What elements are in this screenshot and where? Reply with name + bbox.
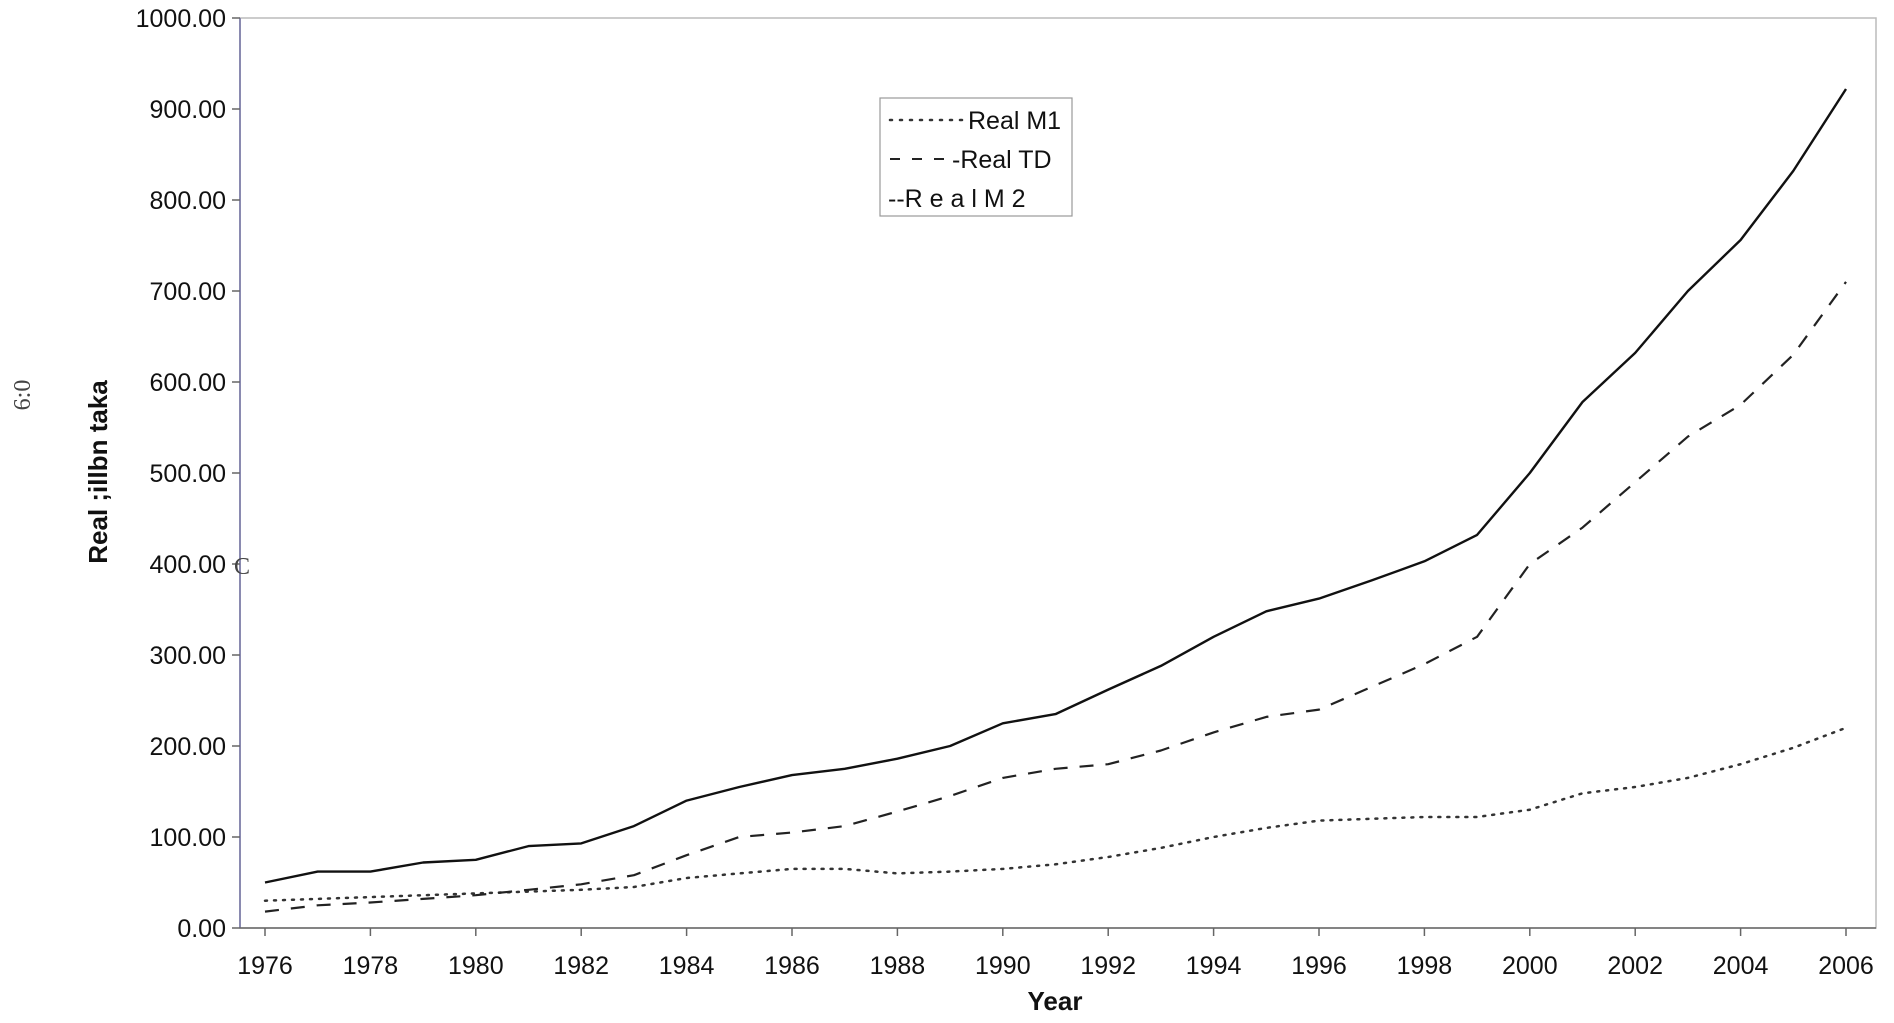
legend-box xyxy=(879,97,1073,217)
y-tick-label: 300.00 xyxy=(150,642,226,670)
x-tick-label: 1998 xyxy=(1397,952,1453,980)
y-ticks: 0.00 100.00 200.00 300.00 400.00 500.00 600.00… xyxy=(136,5,240,943)
legend-label-m2: --R e a l M 2 xyxy=(888,185,1026,213)
x-tick-label: 1994 xyxy=(1186,952,1242,980)
x-tick-label: 2000 xyxy=(1502,952,1558,980)
y-tick-label: 0.00 xyxy=(177,915,226,943)
x-tick-label: 1992 xyxy=(1080,952,1136,980)
legend-label-m1: Real M1 xyxy=(968,107,1061,135)
x-tick-label: 2004 xyxy=(1713,952,1769,980)
x-tick-label: 1996 xyxy=(1291,952,1347,980)
legend: Real M1 -Real TD --R e a l M 2 xyxy=(879,97,1073,217)
y-tick-label: 800.00 xyxy=(150,187,226,215)
margin-mark: 6:0 xyxy=(10,380,36,411)
y-tick-label: 200.00 xyxy=(150,733,226,761)
series-line-real-m1 xyxy=(263,726,1848,902)
y-tick-label: 100.00 xyxy=(150,824,226,852)
axis-mark: C xyxy=(234,554,250,580)
legend-label-td: -Real TD xyxy=(952,146,1052,174)
series-layer xyxy=(263,88,1848,913)
y-tick-label: 1000.00 xyxy=(136,5,226,33)
x-tick-label: 1986 xyxy=(764,952,820,980)
y-tick-label: 400.00 xyxy=(150,551,226,579)
x-tick-label: 1990 xyxy=(975,952,1031,980)
x-tick-label: 2002 xyxy=(1607,952,1663,980)
x-tick-label: 1978 xyxy=(343,952,399,980)
y-tick-label: 900.00 xyxy=(150,96,226,124)
x-axis-title: Year xyxy=(1028,986,1083,1016)
x-ticks: 1976 1978 1980 1982 1984 1986 1988 1990 1992 1994… xyxy=(237,928,1874,980)
y-tick-label: 700.00 xyxy=(150,278,226,306)
series-line-real-td xyxy=(264,281,1847,913)
x-tick-label: 1980 xyxy=(448,952,504,980)
x-tick-label: 2006 xyxy=(1818,952,1874,980)
y-axis-title: Real ;illbn taka xyxy=(83,380,113,564)
x-tick-label: 1976 xyxy=(237,952,293,980)
y-tick-label: 600.00 xyxy=(150,369,226,397)
x-tick-label: 1984 xyxy=(659,952,715,980)
x-tick-label: 1982 xyxy=(553,952,609,980)
x-tick-label: 1988 xyxy=(870,952,926,980)
y-tick-label: 500.00 xyxy=(150,460,226,488)
series-line-real-m2 xyxy=(264,88,1848,884)
